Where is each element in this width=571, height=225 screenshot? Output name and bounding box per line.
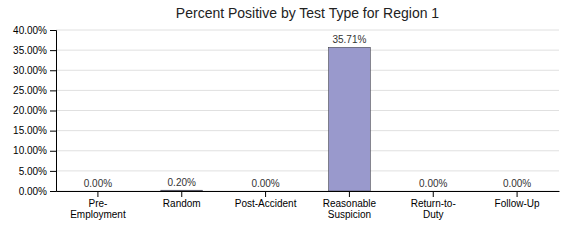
tick-label-line: Follow-Up [495, 198, 540, 209]
data-labels: 0.00% 0.20% 0.00% 35.71% 0.00% 0.00% [84, 34, 532, 189]
axis-line [57, 191, 560, 192]
tick-mark [97, 191, 98, 197]
tick-mark [50, 171, 56, 172]
tick-mark [50, 50, 56, 51]
title: Percent Positive by Test Type for Region… [176, 5, 440, 21]
bar [328, 47, 370, 191]
bar [412, 191, 454, 192]
tick-label: 30.00% [13, 65, 47, 76]
data-label: 0.00% [419, 178, 447, 189]
tick-mark [349, 191, 350, 197]
tick: Return-to-Duty [411, 191, 456, 220]
tick-label: 10.00% [13, 145, 47, 156]
tick-label: 25.00% [13, 85, 47, 96]
grid-line [56, 150, 559, 151]
tick-label-line: Return-to- [411, 198, 456, 209]
tick-mark [517, 191, 518, 197]
chart: 0.00% 5.00% 10.00% 15.00% 20.00% 25.00% 30.00%… [0, 0, 571, 225]
tick-mark [50, 191, 56, 192]
tick-mark [181, 191, 182, 197]
bar [496, 191, 538, 192]
tick: 25.00% [13, 85, 56, 96]
data-label: 35.71% [332, 34, 366, 45]
tick-mark [433, 191, 434, 197]
tick: ReasonableSuspicion [323, 191, 377, 220]
tick: 20.00% [13, 105, 56, 116]
grid-line [56, 30, 559, 31]
tick: Random [163, 191, 201, 209]
tick-label: 0.00% [19, 186, 47, 197]
bar [77, 191, 119, 192]
tick-label-line: Employment [70, 209, 126, 220]
tick: 30.00% [13, 65, 56, 76]
data-label: 0.00% [251, 178, 279, 189]
bar [245, 191, 287, 192]
grid-line [56, 191, 559, 192]
tick-label-line: Random [163, 198, 201, 209]
y-axis: 0.00% 5.00% 10.00% 15.00% 20.00% 25.00% 30.00%… [13, 25, 56, 197]
tick-label: 5.00% [19, 166, 47, 177]
tick-label-line: Duty [423, 209, 444, 220]
tick-label: Post-Accident [235, 198, 297, 209]
tick-label-line: Post-Accident [235, 198, 297, 209]
bar [161, 190, 203, 191]
tick-label: 40.00% [13, 25, 47, 36]
tick-label-line: Reasonable [323, 198, 377, 209]
grid-line [56, 130, 559, 131]
tick-mark [50, 151, 56, 152]
grid-line [56, 170, 559, 171]
tick-mark [50, 90, 56, 91]
tick: 5.00% [19, 166, 56, 177]
tick-label-line: Pre- [88, 198, 107, 209]
tick-label: Pre-Employment [70, 198, 126, 220]
tick-label: Follow-Up [495, 198, 540, 209]
axis-line [50, 31, 57, 192]
tick: 40.00% [13, 25, 56, 36]
tick: 35.00% [13, 45, 56, 56]
tick-mark [265, 191, 266, 197]
data-label: 0.00% [84, 178, 112, 189]
tick-mark [50, 111, 56, 112]
tick-label: ReasonableSuspicion [323, 198, 377, 220]
grid-line [56, 110, 559, 111]
tick-label-line: Suspicion [328, 209, 371, 220]
grid-line [56, 50, 559, 51]
tick: 10.00% [13, 145, 56, 156]
grid-line [56, 70, 559, 71]
grid [56, 30, 559, 191]
x-axis: Pre-Employment Random Post-Accident Reasona… [57, 191, 560, 220]
tick-label: Random [163, 198, 201, 209]
tick: 15.00% [13, 125, 56, 136]
bars [161, 47, 371, 191]
tick-mark [50, 30, 56, 31]
tick: Follow-Up [495, 191, 540, 209]
tick: Post-Accident [235, 191, 297, 209]
tick-label: 15.00% [13, 125, 47, 136]
tick-label: 35.00% [13, 45, 47, 56]
tick-mark [50, 131, 56, 132]
tick: 0.00% [19, 186, 56, 197]
plot: 0.00% 5.00% 10.00% 15.00% 20.00% 25.00% 30.00%… [13, 25, 559, 220]
tick: Pre-Employment [70, 191, 126, 220]
grid-line [56, 90, 559, 91]
data-label: 0.20% [168, 177, 196, 188]
data-label: 0.00% [503, 178, 531, 189]
tick-label: 20.00% [13, 105, 47, 116]
tick-label: Return-to-Duty [411, 198, 456, 220]
tick-mark [50, 70, 56, 71]
